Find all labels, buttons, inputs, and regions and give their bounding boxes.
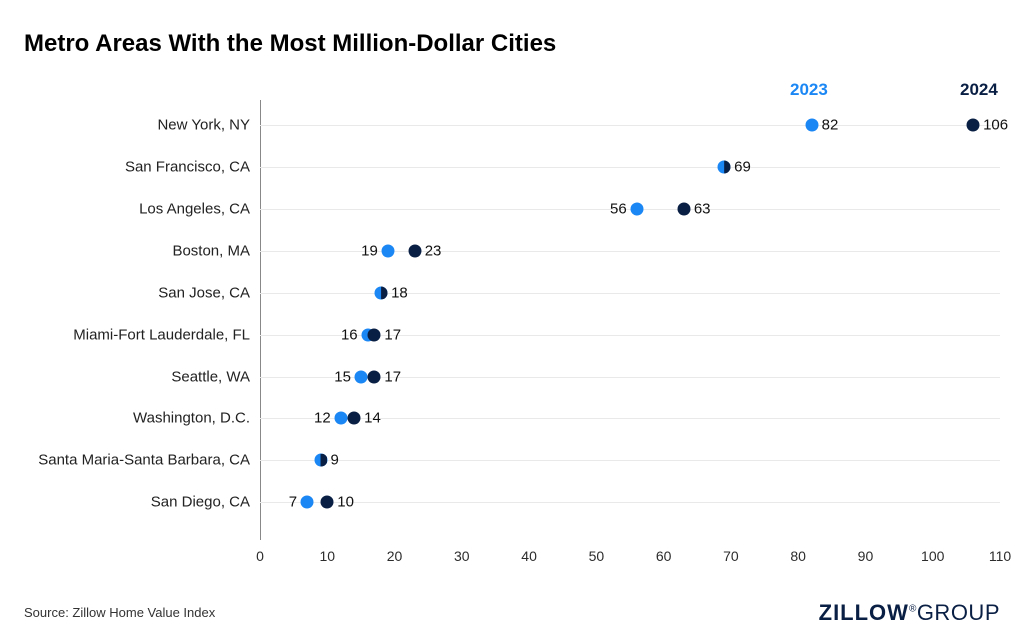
row-label: Los Angeles, CA — [139, 200, 250, 217]
x-tick-label: 110 — [989, 548, 1011, 564]
row-label: Miami-Fort Lauderdale, FL — [73, 326, 250, 343]
x-tick-label: 70 — [723, 548, 739, 564]
x-tick-label: 80 — [790, 548, 806, 564]
dot-2024 — [368, 370, 381, 383]
dot-2024 — [677, 202, 690, 215]
dot-2024 — [321, 496, 334, 509]
value-label: 106 — [983, 117, 1008, 134]
x-tick-label: 90 — [858, 548, 874, 564]
dot-2024 — [408, 244, 421, 257]
x-tick-label: 100 — [921, 548, 944, 564]
dot-2023 — [301, 496, 314, 509]
row-label: San Jose, CA — [158, 284, 250, 301]
plot-region: 0102030405060708090100110821066956631923… — [260, 100, 1000, 540]
value-label: 15 — [334, 368, 351, 385]
value-label: 82 — [822, 117, 839, 134]
source-text: Source: Zillow Home Value Index — [24, 605, 215, 620]
dot-2024 — [967, 119, 980, 132]
value-label: 56 — [610, 200, 627, 217]
y-baseline — [260, 100, 261, 540]
chart-area: 0 10 20 30 40 50 60 70 80 90 100 110 82 106 69 56 63 19 23… — [0, 70, 1024, 570]
dot-2023 — [334, 412, 347, 425]
value-label: 63 — [694, 200, 711, 217]
value-label: 17 — [384, 368, 401, 385]
value-label: 7 — [289, 494, 297, 511]
chart-title: Metro Areas With the Most Million-Dollar… — [24, 30, 556, 58]
row-label: Santa Maria-Santa Barbara, CA — [38, 452, 250, 469]
value-label: 12 — [314, 410, 331, 427]
x-tick-label: 20 — [387, 548, 403, 564]
gridline — [260, 502, 1000, 503]
x-tick-label: 10 — [319, 548, 335, 564]
value-label: 16 — [341, 326, 358, 343]
dot-2023 — [630, 202, 643, 215]
dot-2023 — [381, 244, 394, 257]
gridline — [260, 125, 1000, 126]
zillow-logo: ZILLOW®GROUP — [819, 600, 1000, 626]
dot-2024 — [368, 328, 381, 341]
dot-2023 — [354, 370, 367, 383]
row-label: San Diego, CA — [151, 494, 250, 511]
gridline — [260, 167, 1000, 168]
row-label: Boston, MA — [172, 242, 250, 259]
value-label: 19 — [361, 242, 378, 259]
value-label: 14 — [364, 410, 381, 427]
dot-2024 — [348, 412, 361, 425]
dot-2023 — [805, 119, 818, 132]
row-label: Seattle, WA — [171, 368, 250, 385]
x-tick-label: 40 — [521, 548, 537, 564]
logo-suffix: GROUP — [917, 600, 1000, 625]
value-label: 17 — [384, 326, 401, 343]
x-tick-label: 60 — [656, 548, 672, 564]
row-label: Washington, D.C. — [133, 410, 250, 427]
legend-2023: 2023 — [790, 80, 828, 100]
logo-brand: ZILLOW — [819, 600, 909, 625]
x-tick-label: 30 — [454, 548, 470, 564]
gridline — [260, 460, 1000, 461]
value-label: 10 — [337, 494, 354, 511]
x-tick-label: 0 — [256, 548, 264, 564]
value-label: 69 — [734, 159, 751, 176]
row-label: San Francisco, CA — [125, 159, 250, 176]
value-label: 18 — [391, 284, 408, 301]
gridline — [260, 293, 1000, 294]
value-label: 23 — [425, 242, 442, 259]
legend-2024: 2024 — [960, 80, 998, 100]
row-label: New York, NY — [157, 117, 250, 134]
value-label: 9 — [331, 452, 339, 469]
x-tick-label: 50 — [589, 548, 605, 564]
logo-registered: ® — [909, 604, 917, 615]
